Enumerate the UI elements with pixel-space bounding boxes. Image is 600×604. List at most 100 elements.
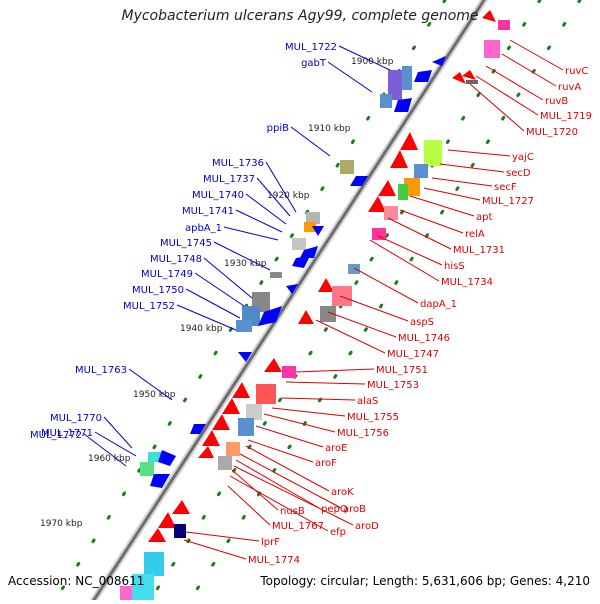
- gene-label[interactable]: hisS: [444, 261, 465, 272]
- gene-feature-box: [340, 160, 354, 174]
- gene-feature-box: [414, 164, 428, 178]
- gene-label[interactable]: MUL_1748: [150, 254, 202, 265]
- reverse-gene-labels: ruvC ruvA ruvB MUL_1719 MUL_1720 yajC secD secF…: [183, 39, 592, 566]
- gene-label[interactable]: MUL_1741: [182, 206, 234, 217]
- gene-label[interactable]: yajC: [512, 152, 534, 163]
- gene-feature-arrow: [198, 446, 214, 458]
- gene-label[interactable]: aroF: [315, 458, 337, 469]
- gene-feature-box: [120, 586, 132, 600]
- gene-label[interactable]: apt: [476, 212, 492, 223]
- gene-feature-arrow: [232, 382, 250, 398]
- gene-feature-arrow: [414, 70, 432, 82]
- gene-feature-arrow: [238, 352, 252, 362]
- gene-label[interactable]: pepQ: [321, 504, 348, 515]
- gene-leader-line: [290, 126, 331, 157]
- gene-leader-line: [256, 177, 291, 217]
- gene-leader-line: [194, 272, 245, 307]
- gene-label[interactable]: MUL_1774: [248, 555, 300, 566]
- tick-label: 1930 kbp: [224, 259, 267, 269]
- gene-label[interactable]: MUL_1745: [160, 238, 212, 249]
- gene-label[interactable]: MUL_1722: [285, 42, 337, 53]
- gene-leader-line: [475, 75, 539, 116]
- gene-feature-arrow: [400, 132, 418, 150]
- gene-leader-line: [176, 304, 237, 331]
- gene-leader-line: [315, 319, 386, 354]
- gene-label[interactable]: MUL_1750: [132, 285, 184, 296]
- gene-label[interactable]: gabT: [301, 58, 327, 69]
- accession-label: Accession: NC_008611: [8, 574, 145, 588]
- gene-label[interactable]: MUL_1731: [453, 245, 505, 256]
- gene-label[interactable]: MUL_1736: [212, 158, 264, 169]
- gene-label[interactable]: MUL_1755: [347, 412, 399, 423]
- gene-feature-box: [226, 442, 240, 456]
- gene-leader-line: [469, 83, 525, 132]
- gene-label[interactable]: dapA_1: [420, 299, 457, 310]
- gene-feature-box: [236, 320, 252, 332]
- gene-feature-arrow: [394, 98, 412, 112]
- gene-label[interactable]: MUL_1720: [526, 127, 578, 138]
- reverse-strand-features: [120, 10, 510, 600]
- gene-leader-line: [247, 439, 314, 463]
- gene-label[interactable]: MUL_1734: [441, 277, 493, 288]
- gene-label[interactable]: secD: [506, 168, 531, 179]
- feature-track-dots-outer-right: [188, 0, 582, 602]
- gene-label[interactable]: MUL_1751: [376, 365, 428, 376]
- gene-label[interactable]: MUL_1737: [203, 174, 255, 185]
- gene-feature-arrow: [378, 180, 396, 196]
- gene-feature-box: [388, 70, 402, 100]
- gene-label[interactable]: ruvC: [565, 66, 588, 77]
- gene-label[interactable]: apbA_1: [185, 223, 222, 234]
- gene-label[interactable]: aspS: [410, 317, 434, 328]
- gene-leader-line: [263, 413, 336, 433]
- gene-feature-box: [174, 524, 186, 538]
- gene-label[interactable]: MUL_1746: [398, 333, 450, 344]
- gene-feature-box: [372, 228, 386, 240]
- gene-label[interactable]: ppiB: [267, 123, 289, 134]
- gene-leader-line: [327, 61, 373, 93]
- gene-leader-line: [239, 453, 342, 509]
- gene-label[interactable]: MUL_1753: [367, 380, 419, 391]
- gene-feature-arrow: [158, 512, 176, 528]
- gene-leader-line: [338, 45, 391, 71]
- gene-feature-box: [246, 404, 262, 420]
- gene-label[interactable]: aroB: [343, 504, 366, 515]
- gene-label[interactable]: aroK: [331, 487, 354, 498]
- gene-label[interactable]: MUL_1749: [141, 269, 193, 280]
- gene-leader-line: [281, 397, 356, 401]
- gene-label[interactable]: MUL_1770: [50, 413, 102, 424]
- gene-label[interactable]: MUL_1771: [41, 428, 93, 439]
- gene-label[interactable]: MUL_1747: [387, 349, 439, 360]
- gene-leader-line: [223, 226, 279, 241]
- gene-leader-line: [399, 209, 464, 234]
- gene-feature-arrow: [318, 278, 334, 292]
- gene-label[interactable]: MUL_1727: [482, 196, 534, 207]
- gene-label[interactable]: MUL_1752: [123, 301, 175, 312]
- gene-label[interactable]: aroE: [325, 443, 347, 454]
- gene-leader-line: [213, 241, 271, 271]
- gene-feature-box: [140, 462, 154, 476]
- gene-leader-line: [83, 433, 127, 467]
- gene-label[interactable]: aroD: [355, 521, 379, 532]
- gene-leader-line: [185, 531, 260, 542]
- gene-feature-box: [484, 40, 500, 58]
- gene-label[interactable]: ruvA: [558, 82, 581, 93]
- gene-feature-arrow: [292, 256, 310, 268]
- gene-label[interactable]: secF: [494, 182, 517, 193]
- gene-label[interactable]: alaS: [357, 396, 378, 407]
- gene-feature-box: [466, 80, 478, 84]
- gene-label[interactable]: lprF: [261, 537, 280, 548]
- gene-leader-line: [439, 163, 505, 173]
- gene-label[interactable]: relA: [465, 229, 485, 240]
- gene-label[interactable]: ruvB: [545, 96, 568, 107]
- gene-label[interactable]: MUL_1772: [30, 430, 82, 441]
- gene-label[interactable]: MUL_1719: [540, 111, 592, 122]
- gene-leader-line: [409, 195, 475, 217]
- gene-label[interactable]: MUL_1756: [337, 428, 389, 439]
- gene-feature-arrow: [286, 284, 298, 294]
- gene-label[interactable]: MUL_1763: [75, 365, 127, 376]
- gene-label[interactable]: MUL_1740: [192, 190, 244, 201]
- gene-label[interactable]: efp: [330, 527, 346, 538]
- gene-leader-line: [94, 431, 137, 457]
- gene-label[interactable]: MUL_1767: [272, 521, 324, 532]
